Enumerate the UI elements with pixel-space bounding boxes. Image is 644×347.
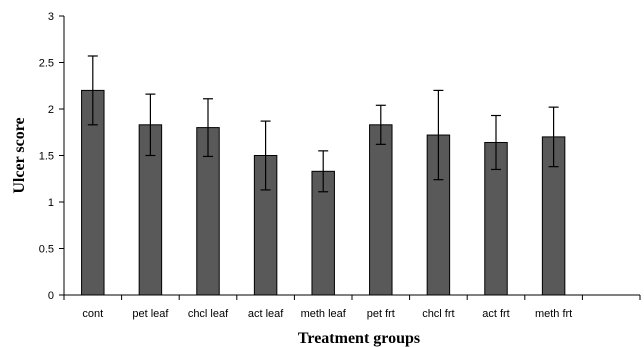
bars [81,89,566,296]
x-axis-title: Treatment groups [298,330,420,347]
y-axis: 0 0.5 1 1.5 2 2.5 3 [39,11,65,302]
x-tick-label: cont [82,308,103,320]
y-tick-label: 2.5 [39,58,54,70]
y-axis-title: Ulcer score [11,117,28,193]
x-tick-label: pet frt [367,308,395,320]
y-tick-label: 2 [48,104,54,116]
y-tick-label: 1 [48,197,54,209]
x-tick-label: meth leaf [301,308,347,320]
x-tick-label: chcl frt [422,308,454,320]
x-tick-label: act leaf [248,308,284,320]
x-tick-label: act frt [482,308,510,320]
x-tick-label: chcl leaf [188,308,229,320]
y-tick-label: 0 [48,290,54,302]
x-tick-label: pet leaf [132,308,169,320]
y-tick-label: 3 [48,11,54,23]
x-axis: cont pet leaf chcl leaf act leaf meth leaf pe… [63,294,641,320]
y-tick-label: 1.5 [39,151,54,163]
bar-pet-frt [369,124,393,296]
x-tick-label: meth frt [535,308,572,320]
error-bars [87,55,559,193]
y-tick-label: 0.5 [39,244,54,256]
